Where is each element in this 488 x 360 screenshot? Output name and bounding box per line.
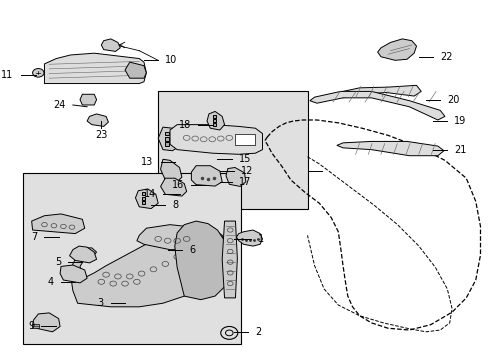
Circle shape [34, 71, 39, 75]
Circle shape [33, 68, 44, 77]
Text: 2: 2 [255, 327, 261, 337]
Polygon shape [160, 178, 186, 196]
Text: 10: 10 [165, 55, 177, 65]
Polygon shape [142, 197, 145, 200]
Polygon shape [336, 141, 443, 156]
Text: 22: 22 [439, 52, 452, 62]
Text: 19: 19 [453, 116, 466, 126]
Polygon shape [142, 202, 145, 204]
Bar [23, 173, 241, 344]
Polygon shape [212, 115, 216, 118]
Bar [158, 91, 307, 208]
Polygon shape [87, 114, 108, 126]
Text: 20: 20 [447, 95, 459, 105]
Polygon shape [60, 265, 87, 283]
Polygon shape [212, 119, 216, 122]
Polygon shape [32, 214, 84, 234]
Text: 24: 24 [53, 100, 66, 110]
Text: 4: 4 [48, 277, 54, 287]
Text: 6: 6 [189, 245, 195, 255]
Polygon shape [377, 39, 416, 60]
Polygon shape [158, 127, 179, 151]
Polygon shape [135, 189, 158, 208]
Text: 5: 5 [55, 257, 61, 267]
Polygon shape [212, 123, 216, 126]
Text: 9: 9 [28, 321, 34, 332]
Polygon shape [174, 221, 230, 300]
Text: 3: 3 [98, 298, 103, 308]
Polygon shape [236, 230, 262, 246]
Polygon shape [69, 246, 97, 263]
Polygon shape [170, 125, 262, 154]
Polygon shape [125, 62, 146, 78]
Polygon shape [44, 53, 146, 84]
Polygon shape [225, 167, 245, 186]
Polygon shape [222, 221, 237, 298]
Text: 17: 17 [238, 177, 251, 187]
Polygon shape [336, 85, 420, 98]
Polygon shape [165, 137, 169, 141]
Polygon shape [165, 132, 169, 135]
Polygon shape [165, 143, 169, 146]
Text: 12: 12 [241, 166, 253, 176]
Text: 13: 13 [141, 157, 153, 167]
Text: 11: 11 [1, 69, 14, 80]
Polygon shape [80, 94, 97, 105]
Text: 14: 14 [143, 189, 156, 199]
Polygon shape [142, 192, 145, 195]
Text: 23: 23 [95, 130, 107, 140]
Bar [32, 324, 39, 328]
Polygon shape [137, 225, 198, 249]
Text: 21: 21 [453, 145, 466, 155]
Polygon shape [206, 111, 224, 130]
Text: 18: 18 [179, 120, 191, 130]
Text: 7: 7 [31, 232, 37, 242]
Polygon shape [160, 159, 182, 182]
Polygon shape [33, 313, 60, 332]
Text: 15: 15 [238, 154, 251, 163]
Text: 1: 1 [257, 234, 264, 244]
Text: 16: 16 [172, 180, 184, 190]
Text: 8: 8 [172, 200, 178, 210]
Polygon shape [70, 227, 229, 307]
Polygon shape [191, 166, 222, 186]
Polygon shape [235, 134, 255, 145]
Polygon shape [101, 39, 120, 51]
Polygon shape [309, 91, 444, 120]
